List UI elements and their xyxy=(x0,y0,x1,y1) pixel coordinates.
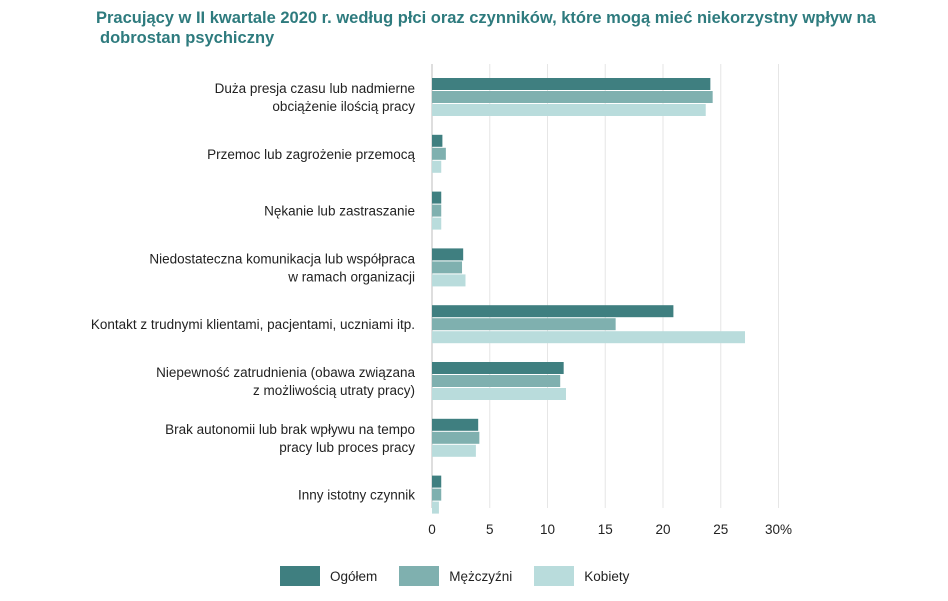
category-label: Niedostateczna komunikacja lub współprac… xyxy=(149,251,415,266)
category-label: Niepewność zatrudnienia (obawa związana xyxy=(156,365,415,380)
x-tick-label: 5 xyxy=(486,522,494,537)
category-label: Brak autonomii lub brak wpływu na tempo xyxy=(165,422,415,437)
legend-swatch-mezczyzni xyxy=(399,566,440,586)
legend-item-ogolem: Ogółem xyxy=(280,566,377,586)
x-tick-label: 0 xyxy=(428,522,436,537)
legend-label-kobiety: Kobiety xyxy=(584,568,630,584)
chart-title-line-2: dobrostan psychiczny xyxy=(100,29,275,47)
x-tick-label: 10 xyxy=(540,522,555,537)
bar-mężczyźni xyxy=(432,261,463,274)
legend-swatch-ogolem xyxy=(280,566,320,586)
category-label: w ramach organizacji xyxy=(287,269,415,284)
bar-mężczyźni xyxy=(432,91,713,103)
category-label: Inny istotny czynnik xyxy=(298,488,415,503)
x-tick-label: 15 xyxy=(598,522,613,537)
legend-label-ogolem: Ogółem xyxy=(330,568,378,584)
bar-kobiety xyxy=(432,388,566,400)
bar-ogółem xyxy=(432,134,443,147)
bar-ogółem xyxy=(432,248,464,261)
bar-kobiety xyxy=(432,217,442,230)
bar-ogółem xyxy=(432,362,564,374)
bar-mężczyźni xyxy=(432,488,442,501)
bar-kobiety xyxy=(432,331,746,344)
category-label: Przemoc lub zagrożenie przemocą xyxy=(207,147,415,162)
bar-mężczyźni xyxy=(432,204,442,217)
legend-label-mezczyzni: Mężczyźni xyxy=(449,568,513,584)
x-tick-label: 20 xyxy=(655,522,670,537)
x-tick-label: 30% xyxy=(765,522,792,537)
bar-ogółem xyxy=(432,78,711,90)
bar-kobiety xyxy=(432,501,439,514)
bar-ogółem xyxy=(432,305,674,318)
bar-kobiety xyxy=(432,274,466,287)
legend-swatch-kobiety xyxy=(534,566,575,586)
bar-mężczyźni xyxy=(432,431,480,444)
bar-ogółem xyxy=(432,418,479,431)
bar-mężczyźni xyxy=(432,147,446,160)
legend-item-mezczyzni: Mężczyźni xyxy=(399,566,512,586)
legend: Ogółem Mężczyźni Kobiety xyxy=(280,566,651,586)
bar-mężczyźni xyxy=(432,318,616,331)
bar-ogółem xyxy=(432,191,442,204)
x-tick-label: 25 xyxy=(713,522,728,537)
bar-kobiety xyxy=(432,160,442,173)
chart-title-line-1: Pracujący w II kwartale 2020 r. według p… xyxy=(96,9,876,27)
category-label: Nękanie lub zastraszanie xyxy=(264,204,415,219)
bar-mężczyźni xyxy=(432,375,561,387)
bar-ogółem xyxy=(432,475,442,488)
category-label: z możliwością utraty pracy) xyxy=(253,383,415,398)
legend-item-kobiety: Kobiety xyxy=(534,566,629,586)
bar-kobiety xyxy=(432,444,476,457)
bar-kobiety xyxy=(432,104,706,116)
category-label: pracy lub proces pracy xyxy=(279,440,415,455)
category-label: obciążenie ilością pracy xyxy=(272,99,415,114)
category-label: Kontakt z trudnymi klientami, pacjentami… xyxy=(91,317,415,332)
category-label: Duża presja czasu lub nadmierne xyxy=(215,81,415,96)
chart-title: Pracujący w II kwartale 2020 r. według p… xyxy=(96,8,926,48)
